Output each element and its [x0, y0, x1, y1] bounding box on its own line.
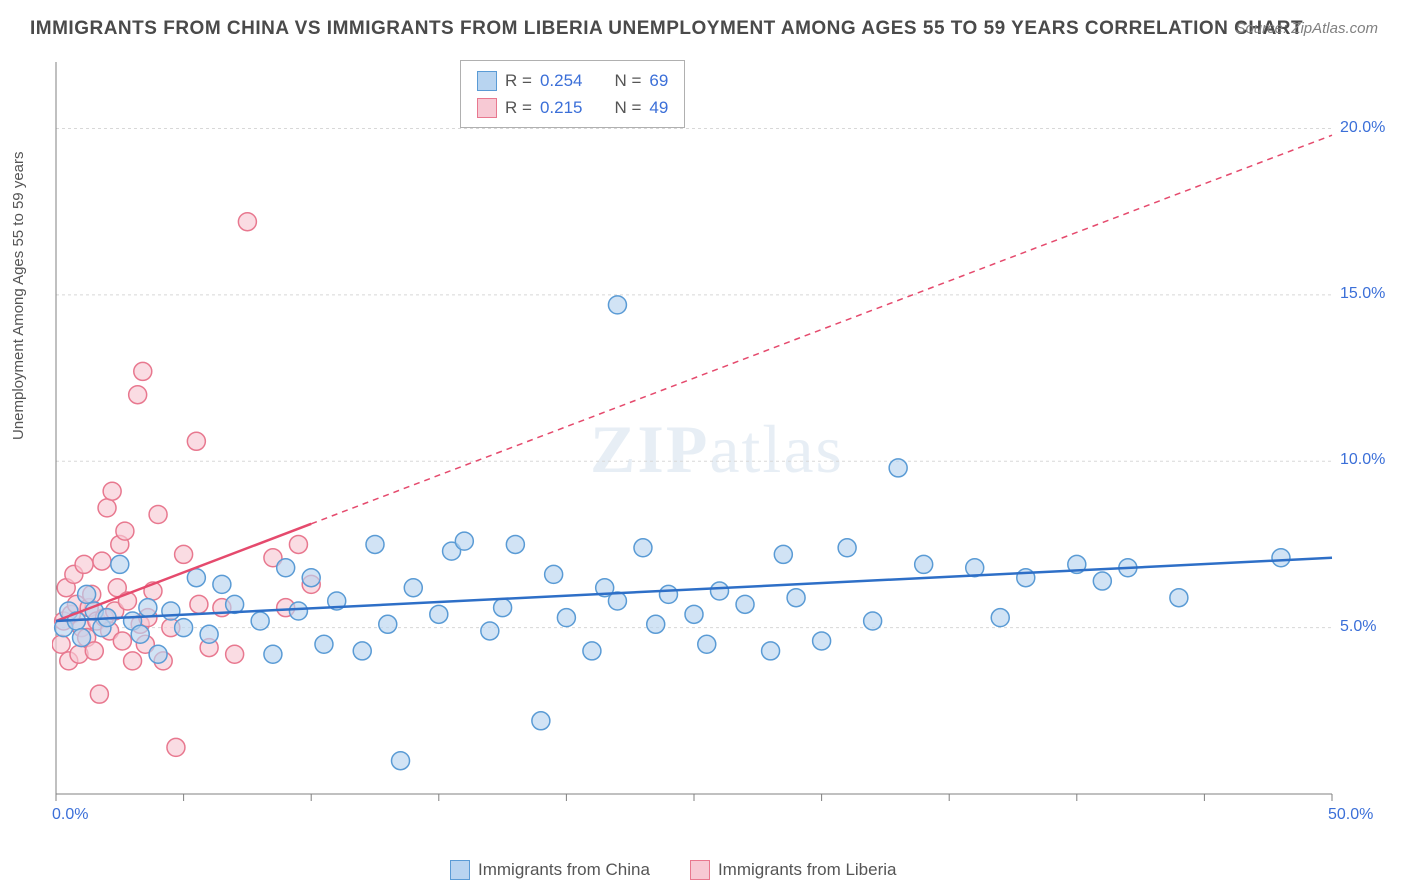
source-attribution: Source: ZipAtlas.com [1235, 20, 1378, 37]
y-axis-label: Unemployment Among Ages 55 to 59 years [10, 151, 27, 440]
axis-tick-label: 20.0% [1340, 119, 1385, 137]
stats-legend: R = 0.254 N = 69 R = 0.215 N = 49 [460, 60, 685, 128]
swatch-liberia [690, 860, 710, 880]
scatter-chart [52, 58, 1382, 828]
legend-item-liberia: Immigrants from Liberia [690, 860, 897, 880]
swatch-liberia [477, 98, 497, 118]
r-value-liberia: 0.215 [540, 94, 583, 121]
r-label: R = [505, 94, 532, 121]
chart-title: IMMIGRANTS FROM CHINA VS IMMIGRANTS FROM… [30, 18, 1303, 40]
r-value-china: 0.254 [540, 67, 583, 94]
stats-row-china: R = 0.254 N = 69 [477, 67, 668, 94]
r-label: R = [505, 67, 532, 94]
axis-tick-label: 0.0% [52, 806, 88, 824]
n-value-china: 69 [649, 67, 668, 94]
axis-tick-label: 10.0% [1340, 451, 1385, 469]
swatch-china [450, 860, 470, 880]
legend-label-china: Immigrants from China [478, 860, 650, 880]
axis-tick-label: 50.0% [1328, 806, 1373, 824]
legend-label-liberia: Immigrants from Liberia [718, 860, 897, 880]
n-value-liberia: 49 [649, 94, 668, 121]
axis-tick-label: 5.0% [1340, 618, 1376, 636]
stats-row-liberia: R = 0.215 N = 49 [477, 94, 668, 121]
swatch-china [477, 71, 497, 91]
n-label: N = [614, 94, 641, 121]
series-legend: Immigrants from China Immigrants from Li… [450, 860, 897, 880]
axis-tick-label: 15.0% [1340, 285, 1385, 303]
n-label: N = [614, 67, 641, 94]
legend-item-china: Immigrants from China [450, 860, 650, 880]
